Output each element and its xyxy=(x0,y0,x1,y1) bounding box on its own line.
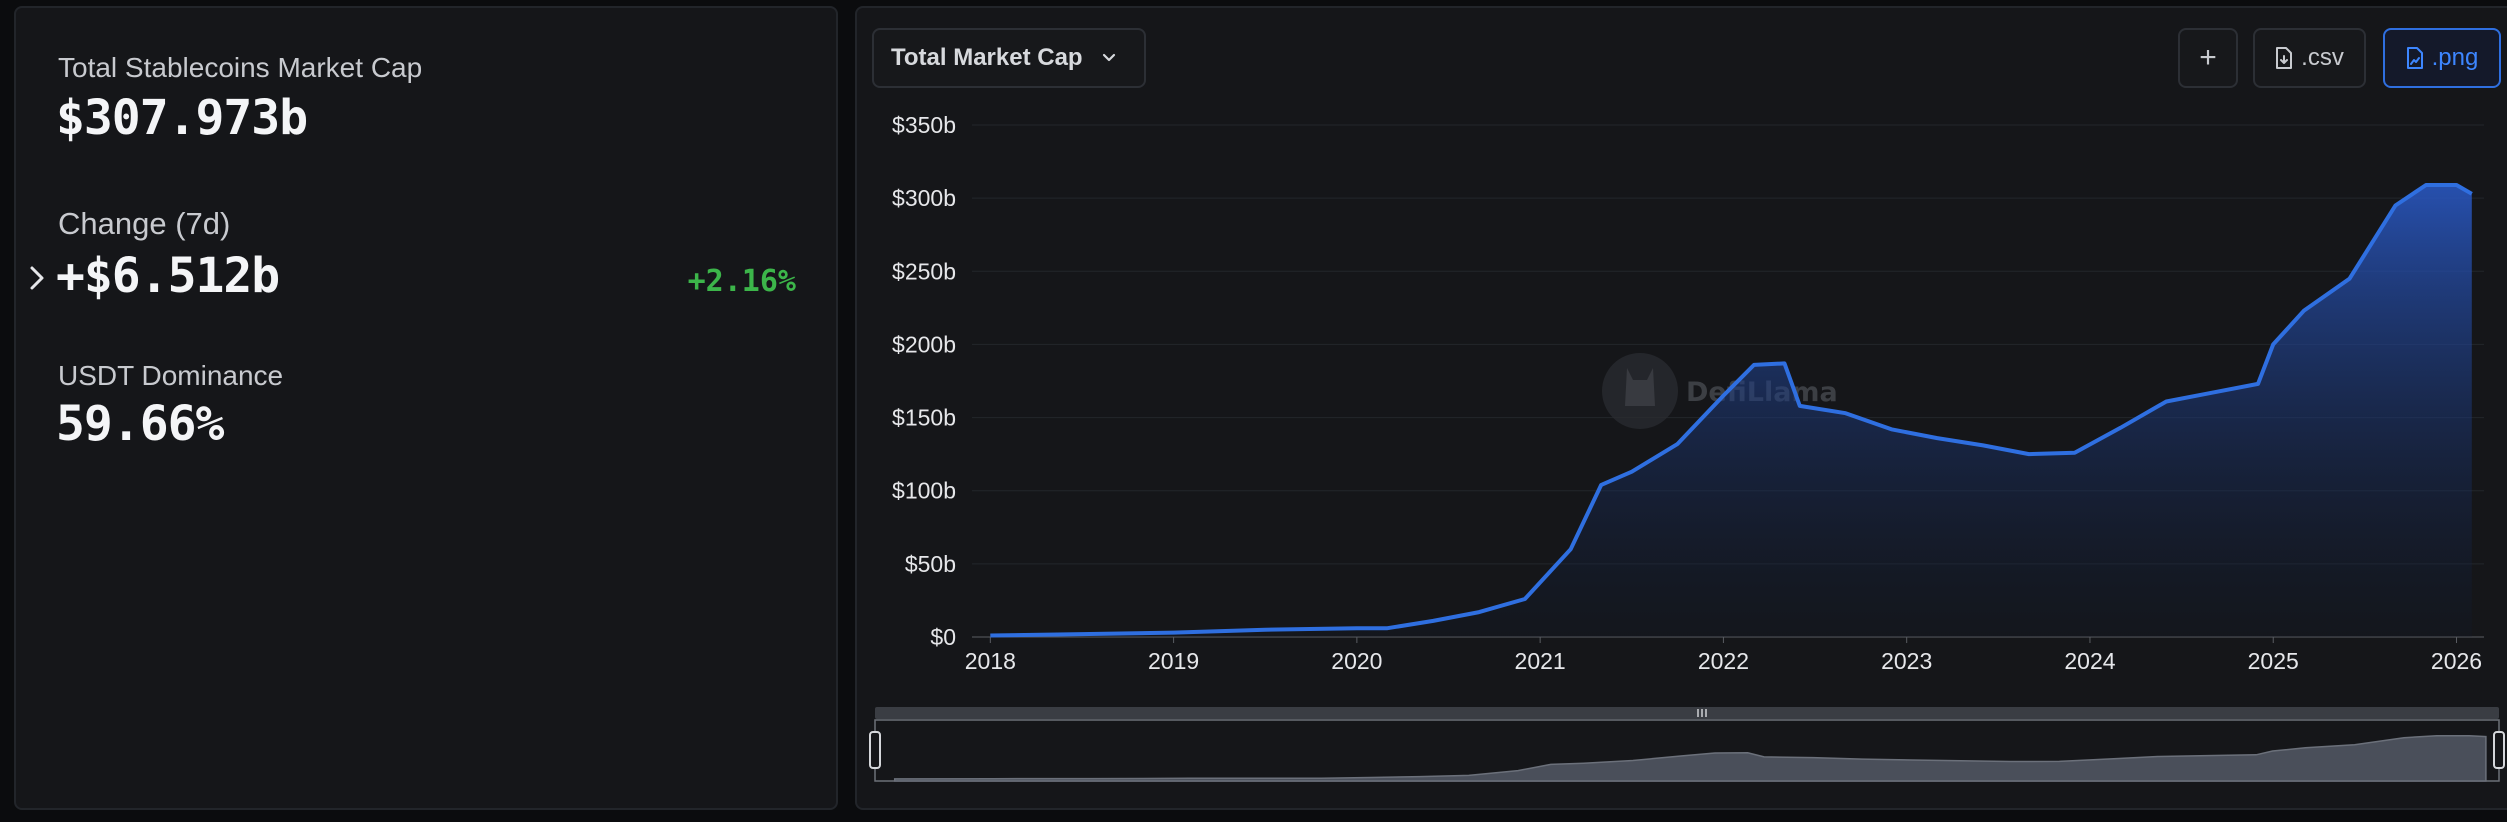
x-tick-label: 2021 xyxy=(1515,648,1566,674)
add-button[interactable]: + xyxy=(2178,28,2238,88)
png-button-label: .png xyxy=(2431,44,2479,71)
y-tick-label: $350b xyxy=(892,112,956,138)
market-cap-area xyxy=(990,185,2472,637)
x-tick-label: 2025 xyxy=(2248,648,2299,674)
zoom-handle-right[interactable] xyxy=(2493,731,2505,769)
add-button-label: + xyxy=(2199,41,2217,74)
y-tick-label: $100b xyxy=(892,478,956,504)
y-tick-label: $50b xyxy=(905,551,956,577)
market-cap-chart: $0 $50b $100b $150b $200b $250b $300b $350b 2018… xyxy=(869,112,2505,782)
metric-select[interactable]: Total Market Cap xyxy=(872,28,1146,88)
y-tick-label: $150b xyxy=(892,405,956,431)
chart-panel: $0 $50b $100b $150b $200b $250b $300b $350b 2018… xyxy=(855,6,2507,810)
download-png-button[interactable]: .png xyxy=(2383,28,2501,88)
chevron-right-icon[interactable] xyxy=(26,263,48,293)
x-tick-label: 2026 xyxy=(2431,648,2482,674)
image-file-icon xyxy=(2406,47,2423,69)
zoom-handle-left[interactable] xyxy=(869,731,881,769)
market-cap-line xyxy=(990,183,2473,638)
zoom-brush-preview xyxy=(893,734,2487,782)
market-cap-label: Total Stablecoins Market Cap xyxy=(58,52,423,83)
x-tick-label: 2024 xyxy=(2064,648,2115,674)
x-tick-label: 2023 xyxy=(1881,648,1932,674)
file-download-icon xyxy=(2276,47,2293,69)
download-csv-button[interactable]: .csv xyxy=(2253,28,2366,88)
llama-head-icon xyxy=(1625,368,1655,406)
csv-button-label: .csv xyxy=(2301,44,2344,71)
x-tick-label: 2019 xyxy=(1148,648,1199,674)
y-tick-label: $200b xyxy=(892,331,956,357)
dominance-label: USDT Dominance xyxy=(58,360,284,391)
x-tick-label: 2020 xyxy=(1331,648,1382,674)
chevron-down-icon xyxy=(1102,53,1115,62)
y-tick-label: $300b xyxy=(892,185,956,211)
y-tick-label: $0 xyxy=(930,624,956,650)
change-label: Change (7d) xyxy=(58,206,231,241)
x-tick-label: 2022 xyxy=(1698,648,1749,674)
market-cap-value: $307.973b xyxy=(56,90,308,146)
stats-panel: Total Stablecoins Market Cap $307.973b C… xyxy=(14,6,838,810)
y-tick-label: $250b xyxy=(892,258,956,284)
zoom-slider-track xyxy=(875,707,2499,719)
zoom-slider-grip[interactable] xyxy=(1697,709,1707,717)
change-value: +$6.512b xyxy=(56,248,280,304)
dominance-value: 59.66% xyxy=(56,396,224,452)
metric-select-value: Total Market Cap xyxy=(891,44,1083,71)
change-percent-badge: +2.16% xyxy=(687,264,796,299)
x-tick-label: 2018 xyxy=(965,648,1016,674)
